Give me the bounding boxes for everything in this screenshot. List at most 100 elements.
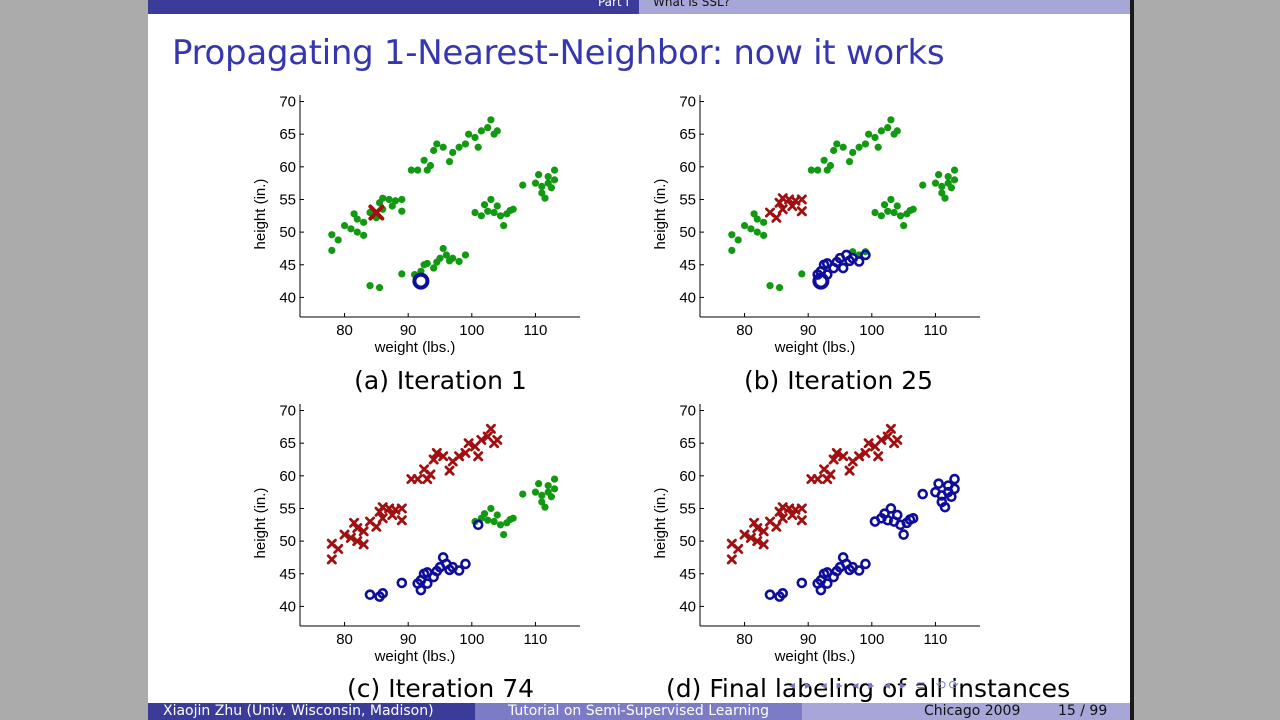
unlabeled-point [874, 143, 882, 151]
unlabeled-point [496, 212, 505, 220]
unlabeled-point [728, 246, 736, 254]
x-tick-label: 80 [336, 631, 353, 648]
class-x-point [752, 536, 763, 547]
x-tick-label: 110 [923, 322, 947, 339]
class-o-point [860, 558, 871, 570]
unlabeled-point [500, 530, 508, 539]
unlabeled-point [461, 140, 470, 148]
y-tick-label: 45 [679, 257, 696, 274]
unlabeled-point [766, 282, 774, 290]
y-axis-label: height (in.) [252, 179, 269, 250]
class-x-point [787, 510, 798, 520]
unlabeled-point [496, 521, 505, 529]
unlabeled-point [880, 201, 889, 209]
unlabeled-point [865, 130, 873, 138]
unlabeled-point [861, 140, 870, 148]
header-subsection[interactable]: What is SSL? [639, 0, 1130, 14]
header-section[interactable]: Part I [148, 0, 639, 14]
class-o-point [412, 272, 430, 290]
scatter-plot-iteration-25: 40 45 50 55 60 65 70 80 90 100 110 weight (lbs.) hei… [652, 94, 980, 356]
footer-talk-title[interactable]: Tutorial on Semi-Supervised Learning [475, 703, 802, 720]
unlabeled-point [487, 116, 495, 124]
y-tick-label: 55 [679, 191, 696, 208]
unlabeled-point [509, 514, 517, 522]
unlabeled-point [531, 488, 540, 496]
class-x-point [339, 529, 350, 540]
unlabeled-point [465, 130, 473, 138]
caption-iteration-1: (a) Iteration 1 [354, 366, 527, 395]
unlabeled-point [328, 246, 336, 254]
class-x-point [387, 510, 398, 520]
unlabeled-point [449, 148, 457, 157]
class-o-point [396, 577, 408, 589]
unlabeled-point [753, 228, 761, 236]
y-tick-label: 60 [679, 468, 696, 485]
class-o-point [421, 578, 433, 589]
scatter-plot-final-labeling: 40 45 50 55 60 65 70 80 90 100 110 weight (lbs.) hei… [652, 403, 980, 665]
footer-author[interactable]: Xiaojin Zhu (Univ. Wisconsin, Madison) [148, 703, 475, 720]
class-x-point [796, 515, 807, 526]
unlabeled-point [938, 189, 946, 197]
unlabeled-point [935, 171, 943, 179]
unlabeled-point [436, 254, 444, 262]
unlabeled-point [433, 140, 441, 148]
unlabeled-point [550, 485, 559, 493]
unlabeled-point [340, 221, 349, 230]
class-x-point [377, 513, 388, 524]
class-x-point [860, 447, 871, 458]
class-x-point [333, 543, 344, 554]
unlabeled-point [541, 194, 549, 202]
unlabeled-point [538, 498, 546, 506]
y-tick-label: 60 [679, 159, 696, 176]
y-tick-label: 70 [679, 94, 696, 111]
y-tick-label: 40 [279, 289, 296, 306]
y-axis-label: height (in.) [652, 179, 669, 250]
x-tick-label: 80 [736, 631, 753, 648]
class-x-point [412, 474, 423, 485]
class-x-point [745, 532, 756, 543]
class-x-point [777, 513, 788, 524]
unlabeled-point [375, 284, 384, 292]
unlabeled-point [900, 221, 908, 230]
header-section-label: Part I [597, 0, 629, 9]
unlabeled-point [760, 218, 768, 226]
unlabeled-point [845, 158, 854, 166]
class-x-point [726, 554, 737, 565]
class-x-point [358, 539, 369, 550]
unlabeled-point [455, 143, 463, 151]
y-tick-label: 50 [279, 533, 296, 550]
beamer-navigation-icons[interactable]: ◂ ▸ ◂ ▸ ◂ ▸ ◂ ▸ ≡ ⟲⟳ [789, 678, 962, 692]
unlabeled-point [728, 231, 736, 239]
class-o-point [821, 269, 833, 280]
class-x-point [396, 515, 407, 526]
unlabeled-point [484, 124, 492, 132]
y-tick-label: 50 [279, 224, 296, 241]
class-o-point [949, 473, 960, 485]
class-x-point [771, 521, 782, 532]
unlabeled-point [531, 179, 540, 187]
class-x-point [352, 536, 363, 547]
unlabeled-point [442, 251, 450, 259]
unlabeled-point [833, 140, 841, 148]
unlabeled-point [950, 176, 959, 184]
unlabeled-point [839, 143, 847, 151]
unlabeled-point [750, 210, 758, 218]
class-o-point [917, 488, 929, 500]
unlabeled-point [807, 166, 815, 174]
class-x-point [371, 521, 382, 532]
x-tick-label: 100 [459, 322, 484, 339]
unlabeled-point [890, 208, 898, 217]
class-x-point [863, 438, 874, 449]
unlabeled-point [884, 124, 892, 132]
unlabeled-point [490, 517, 498, 526]
unlabeled-point [347, 225, 355, 233]
class-x-point [454, 451, 465, 462]
class-x-point [787, 201, 798, 211]
unlabeled-point [775, 284, 784, 292]
y-tick-label: 70 [279, 403, 296, 420]
caption-final-labeling: (d) Final labeling of all instances [666, 674, 1071, 703]
class-x-point [733, 543, 744, 554]
class-x-point [812, 474, 823, 485]
class-x-point [758, 539, 769, 550]
class-x-point [444, 465, 455, 476]
